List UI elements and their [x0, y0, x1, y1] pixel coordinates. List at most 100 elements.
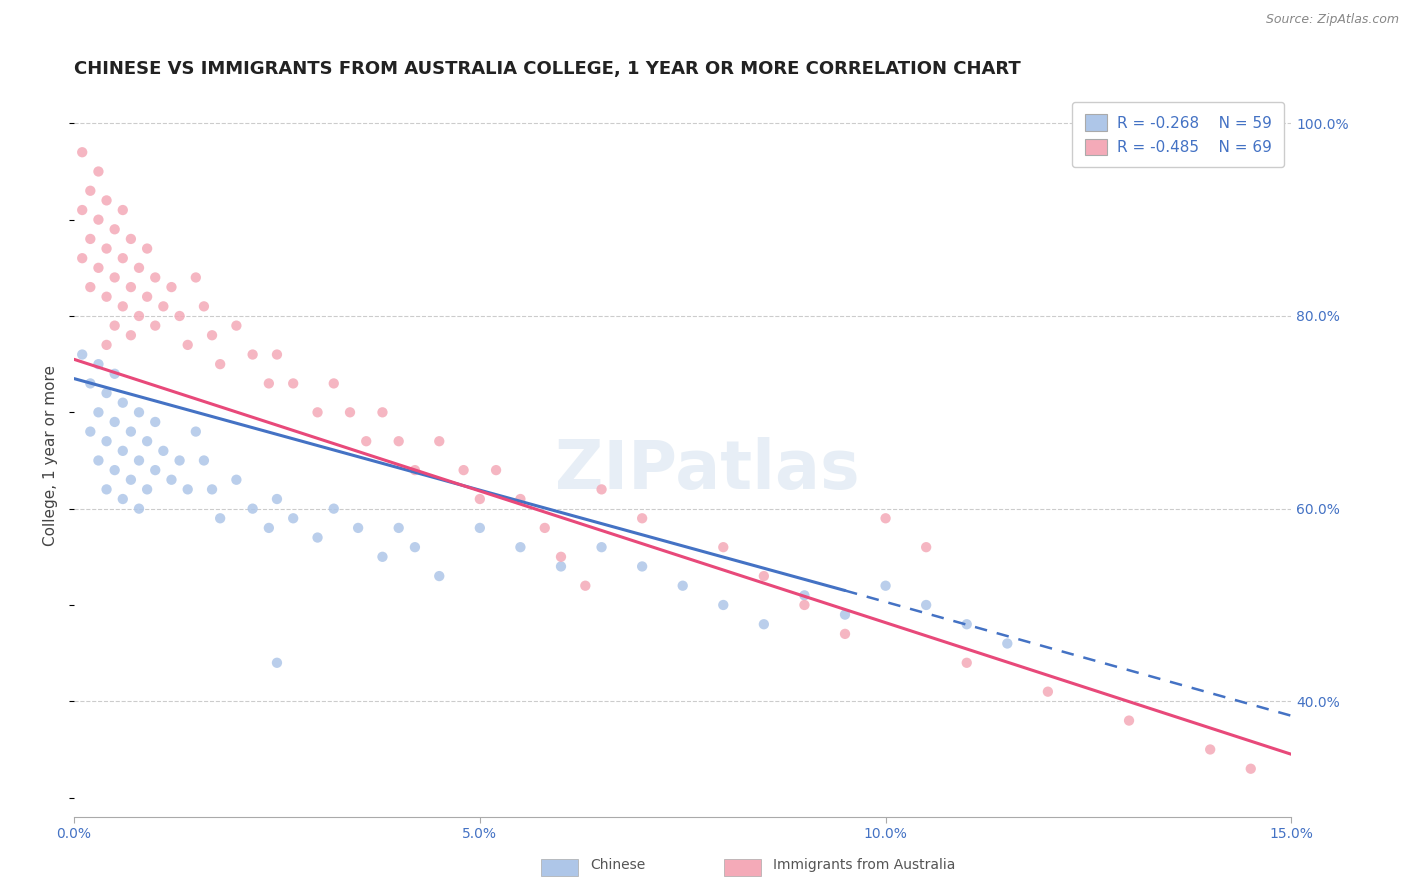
Point [631, 511, 654, 525]
Point [834, 607, 856, 622]
Legend: R = -0.268    N = 59, R = -0.485    N = 69: R = -0.268 N = 59, R = -0.485 N = 69 [1073, 102, 1284, 168]
Point [111, 202, 134, 217]
Point [591, 540, 613, 554]
Point [427, 434, 450, 449]
Point [1118, 714, 1140, 728]
Point [574, 579, 596, 593]
Point [136, 242, 159, 256]
Point [79, 376, 101, 391]
Point [136, 434, 159, 449]
Point [468, 521, 491, 535]
Point [120, 473, 142, 487]
Point [533, 521, 555, 535]
Point [177, 483, 200, 497]
Point [468, 491, 491, 506]
Point [485, 463, 508, 477]
Point [70, 145, 93, 160]
Point [96, 194, 118, 208]
Point [120, 328, 142, 343]
Point [672, 579, 695, 593]
Point [184, 270, 207, 285]
Point [79, 232, 101, 246]
Point [453, 463, 475, 477]
Point [177, 338, 200, 352]
Point [104, 270, 127, 285]
Text: Immigrants from Australia: Immigrants from Australia [773, 858, 956, 872]
Point [956, 656, 979, 670]
Point [209, 357, 232, 371]
Point [104, 318, 127, 333]
Point [87, 260, 110, 275]
Point [915, 540, 938, 554]
Point [956, 617, 979, 632]
Point [96, 434, 118, 449]
Point [169, 453, 191, 467]
Point [70, 347, 93, 361]
Point [283, 511, 305, 525]
Point [96, 386, 118, 401]
Text: Source: ZipAtlas.com: Source: ZipAtlas.com [1265, 13, 1399, 27]
Point [404, 540, 426, 554]
Point [111, 443, 134, 458]
Point [128, 453, 150, 467]
Point [1036, 684, 1059, 698]
Point [404, 463, 426, 477]
Point [711, 598, 734, 612]
Point [1199, 742, 1222, 756]
Point [70, 202, 93, 217]
Point [87, 453, 110, 467]
Point [427, 569, 450, 583]
Point [184, 425, 207, 439]
Point [120, 425, 142, 439]
Point [388, 434, 411, 449]
Point [875, 511, 897, 525]
Point [111, 251, 134, 265]
Point [128, 501, 150, 516]
Point [266, 347, 288, 361]
Point [752, 569, 775, 583]
Point [209, 511, 232, 525]
Point [752, 617, 775, 632]
Point [339, 405, 361, 419]
Point [152, 299, 174, 313]
Point [79, 280, 101, 294]
Point [193, 299, 215, 313]
Text: CHINESE VS IMMIGRANTS FROM AUSTRALIA COLLEGE, 1 YEAR OR MORE CORRELATION CHART: CHINESE VS IMMIGRANTS FROM AUSTRALIA COL… [75, 60, 1021, 78]
Point [143, 270, 166, 285]
Point [266, 656, 288, 670]
Point [793, 598, 815, 612]
Point [87, 212, 110, 227]
Point [128, 309, 150, 323]
Point [591, 483, 613, 497]
Point [631, 559, 654, 574]
Text: ZIPatlas: ZIPatlas [555, 437, 859, 503]
Point [550, 549, 572, 564]
Point [160, 473, 183, 487]
Point [169, 309, 191, 323]
Point [152, 443, 174, 458]
Point [834, 627, 856, 641]
Point [136, 290, 159, 304]
Point [242, 501, 264, 516]
Point [225, 473, 247, 487]
Point [96, 483, 118, 497]
Y-axis label: College, 1 year or more: College, 1 year or more [44, 365, 58, 546]
Point [143, 415, 166, 429]
Point [257, 521, 280, 535]
Point [875, 579, 897, 593]
Point [128, 260, 150, 275]
Point [104, 463, 127, 477]
Point [79, 425, 101, 439]
Point [354, 434, 377, 449]
Point [509, 540, 531, 554]
Point [120, 232, 142, 246]
Point [143, 463, 166, 477]
Point [225, 318, 247, 333]
Point [193, 453, 215, 467]
Point [242, 347, 264, 361]
Point [111, 491, 134, 506]
Point [322, 376, 344, 391]
Point [87, 164, 110, 178]
Point [307, 405, 329, 419]
Point [371, 549, 394, 564]
